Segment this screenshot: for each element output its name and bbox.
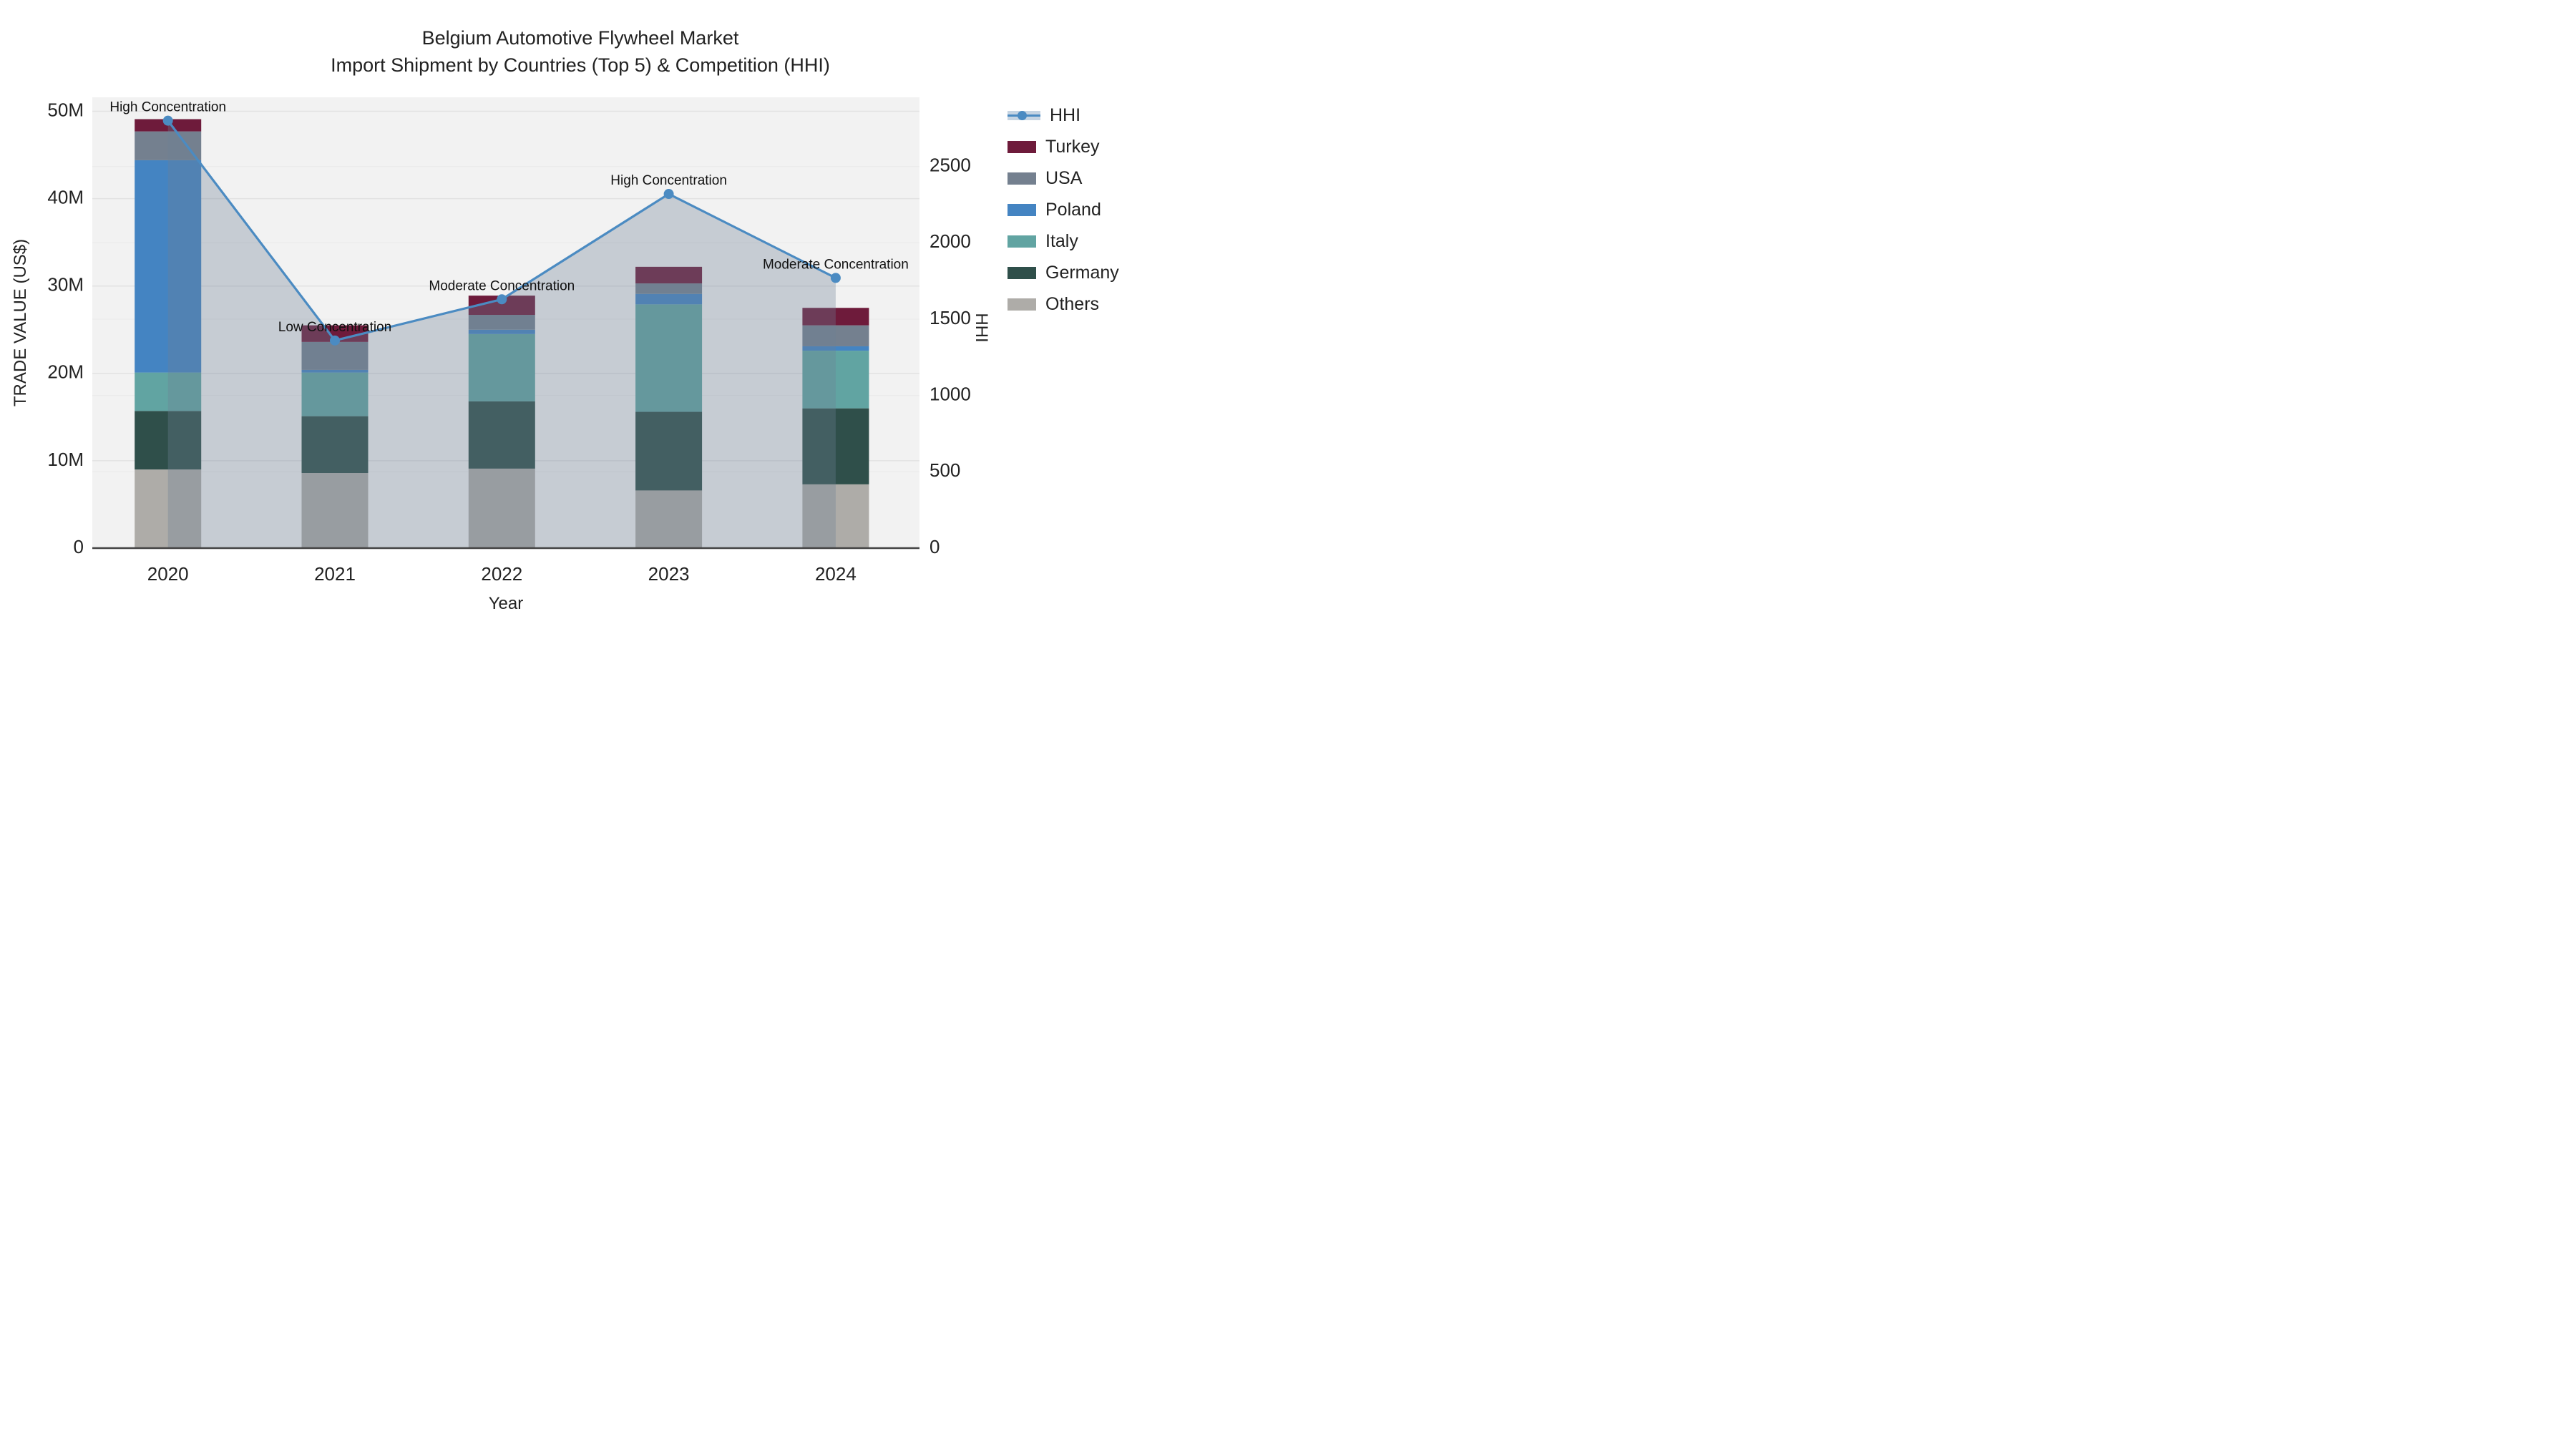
legend-item-others[interactable]: Others <box>1008 293 1119 315</box>
y-left-tick-20M: 20M <box>47 361 84 383</box>
chart-canvas: 0 10M 20M 30M 40M 50M 0 500 1000 1500 2000 2500 2020… <box>47 97 971 585</box>
bar-segment-poland-2020[interactable] <box>135 160 202 373</box>
chart-page: 0 10M 20M 30M 40M 50M 0 500 1000 1500 2000 2500 2020… <box>0 0 1145 644</box>
bar-segment-germany-2020[interactable] <box>135 411 202 470</box>
legend-swatch-others <box>1008 298 1036 311</box>
y-right-tick-1000: 1000 <box>930 384 971 405</box>
bar-segment-italy-2020[interactable] <box>135 372 202 411</box>
bar-segment-usa-2022[interactable] <box>468 315 535 330</box>
bar-segment-poland-2021[interactable] <box>301 369 369 373</box>
x-tick-2022: 2022 <box>481 563 522 585</box>
bar-segment-turkey-2023[interactable] <box>635 266 703 284</box>
legend-label: Italy <box>1045 230 1078 251</box>
legend-item-hhi[interactable]: HHI <box>1008 104 1119 126</box>
legend-label: Turkey <box>1045 136 1100 157</box>
bar-segment-germany-2022[interactable] <box>468 401 535 469</box>
bar-segment-italy-2022[interactable] <box>468 333 535 401</box>
chart-title-line1: Belgium Automotive Flywheel Market <box>421 27 739 49</box>
legend-label: Others <box>1045 293 1100 314</box>
legend-item-poland[interactable]: Poland <box>1008 199 1119 220</box>
x-tick-2020: 2020 <box>147 563 189 585</box>
legend-label: HHI <box>1050 104 1081 125</box>
y-right-tick-0: 0 <box>930 536 940 557</box>
x-tick-2024: 2024 <box>815 563 857 585</box>
y-axis-title-right: HHI <box>972 313 991 343</box>
legend-item-italy[interactable]: Italy <box>1008 230 1119 252</box>
bar-segment-others-2022[interactable] <box>468 468 535 548</box>
y-left-tick-30M: 30M <box>47 274 84 296</box>
hhi-point-2021[interactable] <box>330 335 340 346</box>
bar-segment-usa-2020[interactable] <box>135 131 202 160</box>
bar-segment-others-2023[interactable] <box>635 490 703 548</box>
chart-title: Belgium Automotive Flywheel Market Impor… <box>8 24 1145 79</box>
annotation-2024: Moderate Concentration <box>763 257 909 272</box>
x-axis-title: Year <box>488 594 524 613</box>
legend-swatch-germany <box>1008 266 1036 279</box>
bar-segment-turkey-2021[interactable] <box>301 325 369 342</box>
x-tick-2023: 2023 <box>648 563 690 585</box>
annotation-2022: Moderate Concentration <box>429 278 575 293</box>
legend-label: USA <box>1045 167 1083 188</box>
bar-segment-italy-2023[interactable] <box>635 304 703 412</box>
y-right-tick-2500: 2500 <box>930 155 971 176</box>
bar-segment-others-2021[interactable] <box>301 473 369 548</box>
y-right-tick-500: 500 <box>930 459 960 481</box>
hhi-point-2020[interactable] <box>162 115 173 126</box>
annotation-2021: Low Concentration <box>278 320 391 335</box>
bar-segment-germany-2024[interactable] <box>802 408 869 484</box>
annotation-2020: High Concentration <box>109 100 226 115</box>
bar-segment-usa-2024[interactable] <box>802 325 869 346</box>
legend-swatch-italy <box>1008 235 1036 248</box>
hhi-point-2024[interactable] <box>830 273 841 283</box>
legend: HHI Turkey USA Poland Italy Germany Others <box>1008 104 1119 315</box>
y-left-tick-10M: 10M <box>47 449 84 470</box>
bar-segment-germany-2021[interactable] <box>301 416 369 473</box>
legend-swatch-usa <box>1008 172 1036 185</box>
hhi-area-fill <box>167 120 836 549</box>
bar-segment-poland-2023[interactable] <box>635 293 703 305</box>
bar-segment-turkey-2024[interactable] <box>802 308 869 326</box>
annotation-2023: High Concentration <box>610 173 727 188</box>
hhi-point-2022[interactable] <box>497 294 507 305</box>
chart-title-line2: Import Shipment by Countries (Top 5) & C… <box>331 54 830 76</box>
y-left-tick-40M: 40M <box>47 187 84 208</box>
hhi-line-icon <box>1008 110 1040 120</box>
bar-segment-others-2020[interactable] <box>135 469 202 548</box>
bar-segment-italy-2021[interactable] <box>301 372 369 416</box>
legend-swatch-poland <box>1008 203 1036 216</box>
y-left-tick-0: 0 <box>74 536 84 557</box>
legend-swatch-turkey <box>1008 140 1036 153</box>
y-right-tick-1500: 1500 <box>930 307 971 328</box>
bar-segment-poland-2024[interactable] <box>802 346 869 351</box>
bar-segment-germany-2023[interactable] <box>635 411 703 491</box>
bar-segment-usa-2021[interactable] <box>301 341 369 370</box>
x-tick-2021: 2021 <box>314 563 356 585</box>
bar-segment-poland-2022[interactable] <box>468 329 535 334</box>
legend-item-turkey[interactable]: Turkey <box>1008 136 1119 157</box>
y-left-tick-50M: 50M <box>47 99 84 120</box>
legend-label: Poland <box>1045 199 1101 220</box>
hhi-point-2023[interactable] <box>663 189 674 200</box>
bar-segment-usa-2023[interactable] <box>635 283 703 294</box>
y-right-tick-2000: 2000 <box>930 230 971 252</box>
bar-segment-others-2024[interactable] <box>802 484 869 548</box>
bar-segment-italy-2024[interactable] <box>802 351 869 409</box>
legend-item-germany[interactable]: Germany <box>1008 262 1119 283</box>
legend-item-usa[interactable]: USA <box>1008 167 1119 189</box>
y-axis-title-left: TRADE VALUE (US$) <box>11 238 30 407</box>
legend-label: Germany <box>1045 262 1119 283</box>
